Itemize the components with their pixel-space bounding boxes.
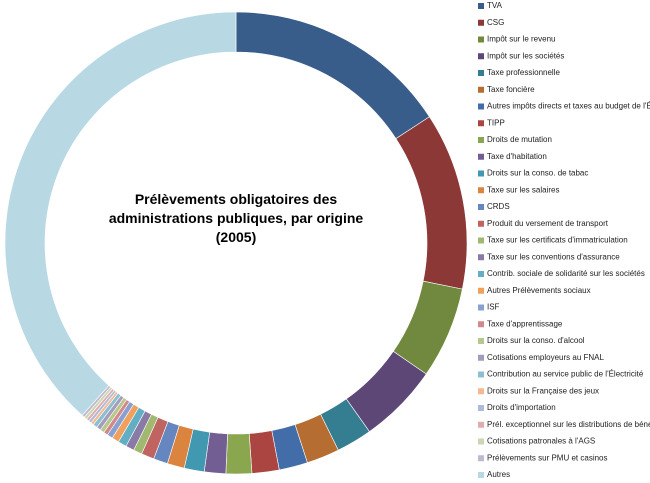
legend-label: Autres	[487, 470, 510, 479]
legend-label: Contribution au service public de l'Élec…	[487, 370, 644, 379]
legend-label: Droits d'importation	[487, 403, 556, 412]
legend-label: Taxe d'habitation	[487, 152, 547, 161]
legend-label: Autres Prélèvements sociaux	[487, 286, 591, 295]
legend-swatch	[478, 472, 484, 478]
legend-swatch	[478, 388, 484, 395]
legend-swatch	[478, 371, 484, 378]
legend-swatch	[478, 137, 484, 143]
legend-label: TVA	[487, 1, 503, 10]
legend-label: TIPP	[487, 118, 505, 127]
legend-label: Taxe sur les certificats d'immatriculati…	[487, 236, 628, 245]
legend-label: CRDS	[487, 202, 510, 211]
legend-swatch	[478, 338, 484, 344]
legend-swatch	[478, 455, 484, 462]
legend-label: Autres impôts directs et taxes au budget…	[487, 102, 650, 111]
legend-swatch	[478, 70, 484, 76]
legend-label: Prél. exceptionnel sur les distributions…	[487, 420, 650, 429]
legend-label: Taxe foncière	[487, 85, 535, 94]
chart-title: Prélèvements obligatoires des administra…	[108, 191, 364, 245]
legend-swatch	[478, 153, 484, 160]
legend-label: Produit du versement de transport	[487, 219, 609, 228]
legend-swatch	[478, 254, 484, 261]
legend-swatch	[478, 304, 484, 311]
legend-label: Taxe sur les conventions d'assurance	[487, 252, 620, 261]
legend-label: Impôt sur les sociétés	[487, 51, 564, 60]
legend-swatch	[478, 19, 484, 26]
legend-label: Prélèvements sur PMU et casinos	[487, 453, 608, 462]
legend-swatch	[478, 287, 484, 294]
legend-label: Cotisations patronales à l'AGS	[487, 437, 595, 446]
legend-swatch	[478, 204, 484, 210]
legend-label: Droits de mutation	[487, 135, 552, 144]
legend-label: Taxe d'apprentissage	[487, 319, 563, 328]
slice	[4, 11, 237, 416]
legend-swatch	[478, 187, 484, 194]
legend-label: Droits sur la conso. d'alcool	[487, 336, 585, 345]
legend-swatch	[478, 103, 484, 110]
legend-swatch	[478, 53, 484, 60]
legend-swatch	[478, 421, 484, 428]
legend-label: Impôt sur le revenu	[487, 35, 555, 44]
legend-label: Droits sur la Française des jeux	[487, 386, 599, 395]
slice	[225, 433, 253, 475]
legend-label: Cotisations employeurs au FNAL	[487, 353, 604, 362]
legend-swatch	[478, 354, 484, 361]
legend-swatch	[478, 321, 484, 328]
legend-label: Taxe sur les salaires	[487, 185, 559, 194]
slice	[235, 11, 430, 140]
legend-swatch	[478, 36, 484, 43]
legend-swatch	[478, 170, 484, 177]
legend-swatch	[478, 220, 484, 227]
legend-label: CSG	[487, 18, 504, 27]
legend-swatch	[478, 3, 484, 9]
legend-swatch	[478, 120, 484, 127]
slice	[395, 116, 468, 290]
legend-swatch	[478, 271, 484, 277]
legend-swatch	[478, 86, 484, 93]
legend-swatch	[478, 405, 484, 411]
legend-label: Taxe professionnelle	[487, 68, 560, 77]
legend-label: Contrib. sociale de solidarité sur les s…	[487, 269, 645, 278]
legend-swatch	[478, 237, 484, 244]
legend-label: Droits sur la conso. de tabac	[487, 169, 588, 178]
legend-swatch	[478, 438, 484, 445]
legend-label: ISF	[487, 303, 500, 312]
